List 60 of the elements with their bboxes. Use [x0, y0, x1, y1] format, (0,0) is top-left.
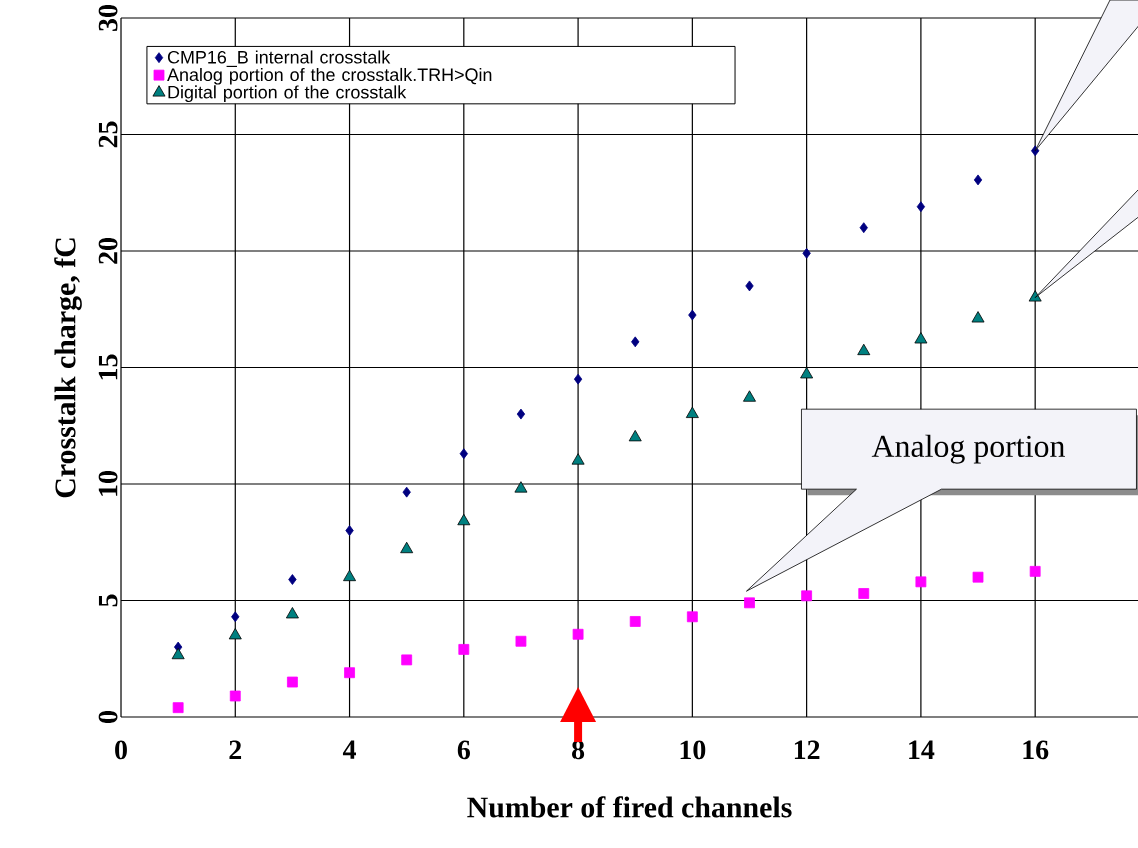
point	[686, 611, 698, 623]
point	[629, 616, 641, 627]
point	[344, 667, 355, 679]
point	[345, 525, 354, 536]
point	[631, 336, 640, 348]
point	[458, 644, 470, 655]
point	[859, 222, 868, 234]
x-axis-title: Number of fired channels	[467, 796, 792, 818]
point	[573, 373, 583, 385]
point	[172, 702, 184, 714]
legend-label: Analog portion of the crosstalk.TRH>Qin	[167, 67, 492, 85]
point	[628, 429, 642, 442]
point	[171, 647, 185, 660]
point	[973, 174, 983, 186]
x-tick-label: 10	[680, 740, 706, 760]
point	[971, 311, 985, 323]
point	[400, 541, 414, 554]
legend-label: CMP16_B internal crosstalk	[167, 50, 391, 67]
point	[744, 597, 755, 609]
y-tick-label: 25	[98, 121, 118, 148]
x-tick-label: 12	[794, 740, 820, 759]
x-tick-label: 6	[457, 740, 470, 760]
point	[515, 635, 527, 647]
y-tick-label: 20	[98, 238, 118, 264]
y-tick-label: 0	[98, 711, 118, 723]
x-tick-label: 4	[342, 740, 356, 759]
legend-label: Digital portion of the crosstalk	[168, 85, 407, 103]
point	[914, 332, 928, 344]
point	[231, 611, 240, 623]
y-tick-label: 30	[98, 5, 118, 31]
point	[572, 628, 584, 640]
x-tick-label: 16	[1023, 740, 1049, 760]
x-tick-label: 14	[909, 740, 935, 759]
point	[287, 676, 298, 688]
point	[516, 408, 526, 420]
point	[229, 690, 241, 702]
point	[685, 406, 699, 418]
x-tick-label: 2	[229, 740, 242, 759]
y-tick-label: 10	[98, 471, 118, 496]
point	[401, 654, 413, 666]
point	[457, 513, 471, 526]
y-axis-title: Crosstalk charge, fC	[54, 238, 82, 498]
point	[802, 247, 811, 259]
point	[402, 486, 411, 498]
point	[857, 343, 871, 356]
point	[800, 367, 814, 379]
point	[459, 448, 468, 460]
point	[801, 590, 813, 602]
point	[745, 280, 754, 292]
point	[228, 628, 242, 640]
y-tick-label: 15	[98, 354, 118, 380]
point	[916, 201, 926, 213]
point	[288, 574, 297, 585]
point	[571, 453, 585, 465]
y-tick-label: 5	[98, 594, 118, 607]
point	[743, 390, 756, 402]
point	[514, 481, 528, 493]
point	[285, 607, 299, 619]
point	[343, 569, 357, 582]
point	[688, 309, 697, 321]
